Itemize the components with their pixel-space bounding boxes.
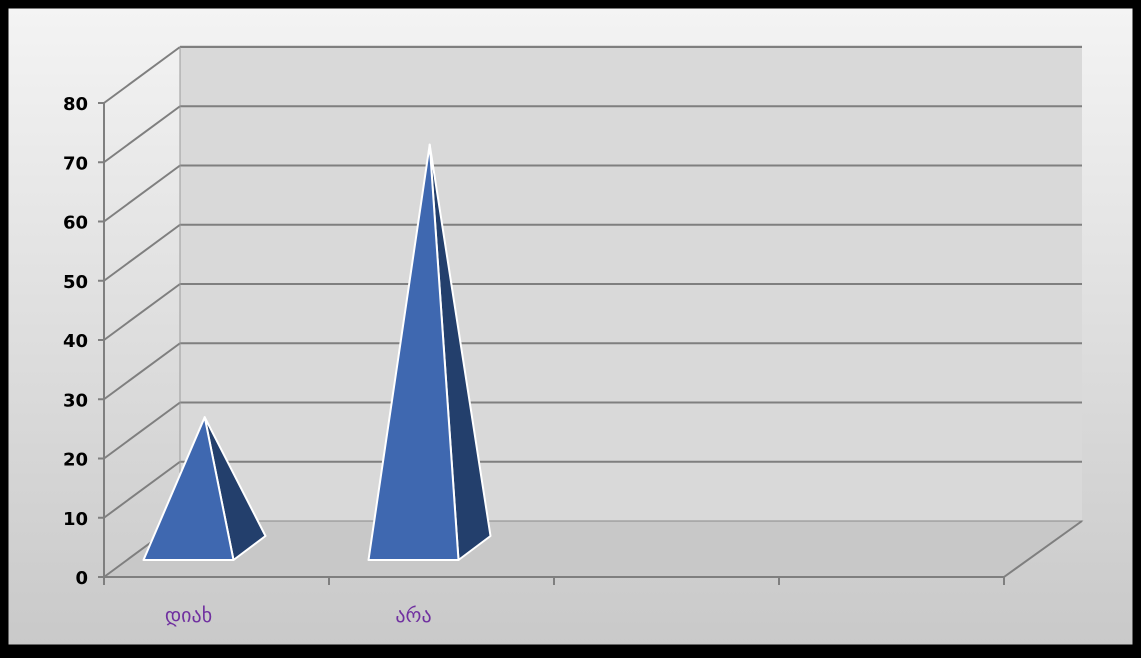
y-tick-label: 70	[63, 153, 88, 174]
pyramid-bar	[367, 143, 460, 561]
y-tick-label: 0	[75, 568, 88, 589]
pyramid-bar	[142, 416, 235, 561]
category-labels: დიახ არა	[165, 603, 432, 627]
y-tick-label: 80	[63, 94, 88, 115]
floor-right-edge	[1003, 520, 1083, 578]
gridline-side	[103, 223, 181, 282]
category-label: დიახ	[165, 603, 212, 627]
axes	[98, 47, 1083, 585]
gridline-side	[103, 342, 181, 401]
category-label: არა	[395, 603, 431, 627]
y-tick-label: 40	[63, 331, 88, 352]
gridline-side	[103, 283, 181, 341]
y-tick-labels: 0 10 20 30 40 50 60 70 80	[63, 94, 88, 589]
y-tick-label: 50	[63, 272, 88, 293]
gridlines	[103, 46, 1082, 578]
gridline-side	[103, 401, 181, 460]
gridline-side	[103, 105, 181, 164]
gridline-side	[103, 46, 181, 104]
pyramid-bars	[142, 143, 492, 561]
gridline-side	[103, 460, 181, 519]
y-tick-label: 10	[63, 509, 88, 530]
y-tick-label: 20	[63, 450, 88, 471]
y-tick-label: 60	[63, 213, 88, 234]
gridline-side	[103, 164, 181, 223]
y-tick-label: 30	[63, 390, 88, 411]
